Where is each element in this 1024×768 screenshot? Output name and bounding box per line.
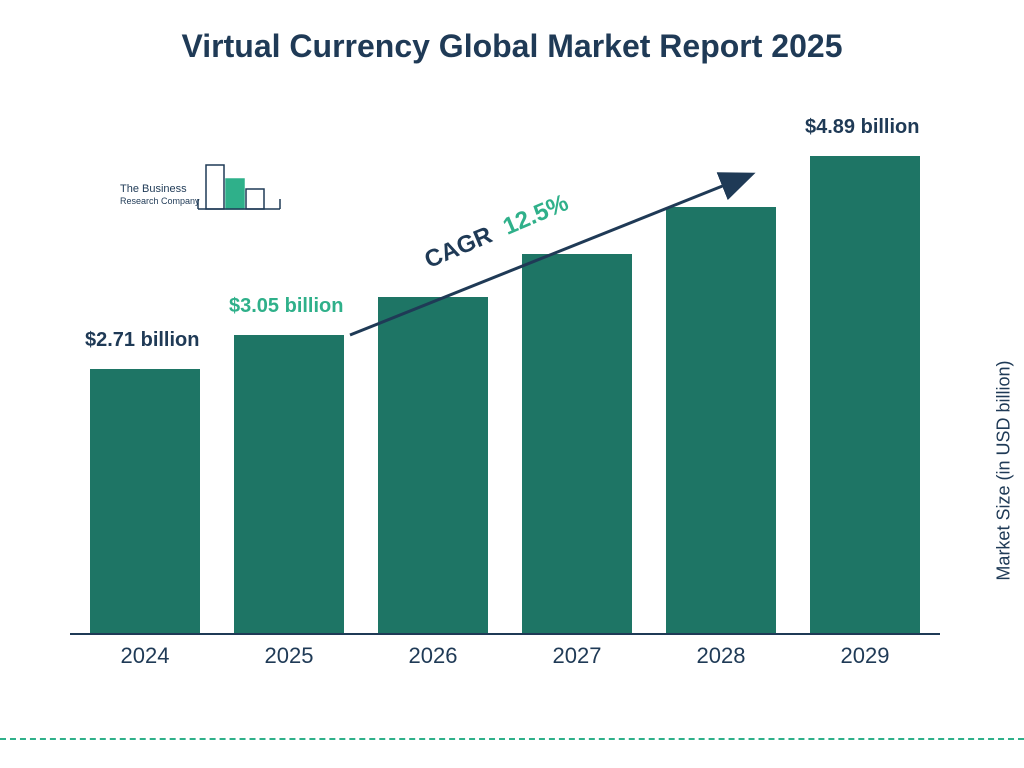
x-axis-tick: 2029 [810, 635, 920, 675]
bar-2029: $4.89 billion [810, 156, 920, 633]
x-axis-tick: 2028 [666, 635, 776, 675]
bar-value-label: $4.89 billion [805, 115, 925, 140]
bar-rect [810, 156, 920, 633]
bar-2028 [666, 207, 776, 633]
bar-2026 [378, 297, 488, 633]
bar-value-label: $2.71 billion [85, 328, 205, 353]
y-axis-label: Market Size (in USD billion) [994, 361, 1015, 581]
bar-rect [666, 207, 776, 633]
bar-2027 [522, 254, 632, 633]
bar-rect [522, 254, 632, 633]
footer-divider [0, 738, 1024, 740]
bar-2024: $2.71 billion [90, 369, 200, 633]
bar-2025: $3.05 billion [234, 335, 344, 633]
x-axis-tick: 2027 [522, 635, 632, 675]
x-axis-tick: 2025 [234, 635, 344, 675]
x-axis-tick: 2026 [378, 635, 488, 675]
bar-rect [378, 297, 488, 633]
chart-title: Virtual Currency Global Market Report 20… [0, 0, 1024, 65]
x-axis-tick: 2024 [90, 635, 200, 675]
bar-rect [90, 369, 200, 633]
bar-value-label: $3.05 billion [229, 294, 349, 319]
bar-rect [234, 335, 344, 633]
